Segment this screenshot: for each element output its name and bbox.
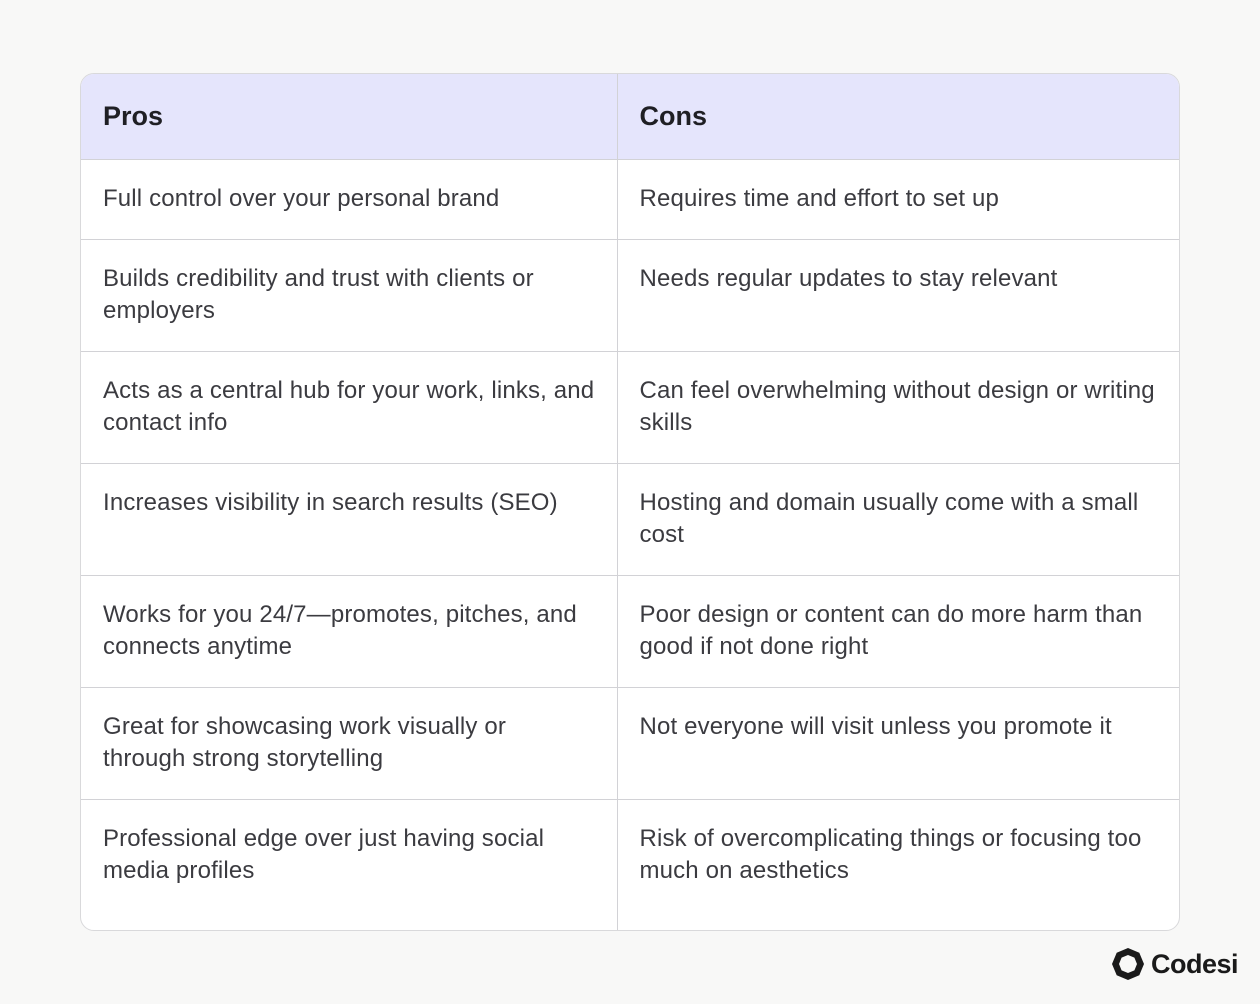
pros-cons-table: Pros Cons Full control over your persona… — [81, 74, 1179, 930]
con-cell: Can feel overwhelming without design or … — [616, 350, 1179, 463]
pro-cell: Acts as a central hub for your work, lin… — [81, 350, 617, 463]
table-row: Acts as a central hub for your work, lin… — [81, 350, 1179, 463]
table-row: Works for you 24/7—promotes, pitches, an… — [81, 574, 1179, 687]
column-header-cons: Cons — [616, 74, 1179, 159]
pro-cell: Great for showcasing work visually or th… — [81, 686, 617, 799]
con-cell: Risk of overcomplicating things or focus… — [616, 798, 1179, 930]
con-cell: Not everyone will visit unless you promo… — [616, 686, 1179, 799]
pro-cell: Works for you 24/7—promotes, pitches, an… — [81, 574, 617, 687]
table-row: Builds credibility and trust with client… — [81, 238, 1179, 351]
pro-cell: Increases visibility in search results (… — [81, 462, 617, 575]
table-row: Professional edge over just having socia… — [81, 798, 1179, 930]
pro-cell: Full control over your personal brand — [81, 158, 617, 239]
table-header-row: Pros Cons — [81, 74, 1179, 159]
pro-cell: Professional edge over just having socia… — [81, 798, 617, 930]
pros-cons-card: Pros Cons Full control over your persona… — [80, 73, 1180, 931]
table-row: Great for showcasing work visually or th… — [81, 686, 1179, 799]
pro-cell: Builds credibility and trust with client… — [81, 238, 617, 351]
con-cell: Hosting and domain usually come with a s… — [616, 462, 1179, 575]
table-row: Full control over your personal brand Re… — [81, 158, 1179, 239]
con-cell: Poor design or content can do more harm … — [616, 574, 1179, 687]
codesi-logo-icon — [1111, 947, 1145, 981]
con-cell: Requires time and effort to set up — [616, 158, 1179, 239]
column-header-pros: Pros — [81, 74, 617, 159]
table-row: Increases visibility in search results (… — [81, 462, 1179, 575]
con-cell: Needs regular updates to stay relevant — [616, 238, 1179, 351]
brand-name: Codesi — [1151, 948, 1239, 979]
brand-logo: Codesi — [1111, 947, 1239, 981]
